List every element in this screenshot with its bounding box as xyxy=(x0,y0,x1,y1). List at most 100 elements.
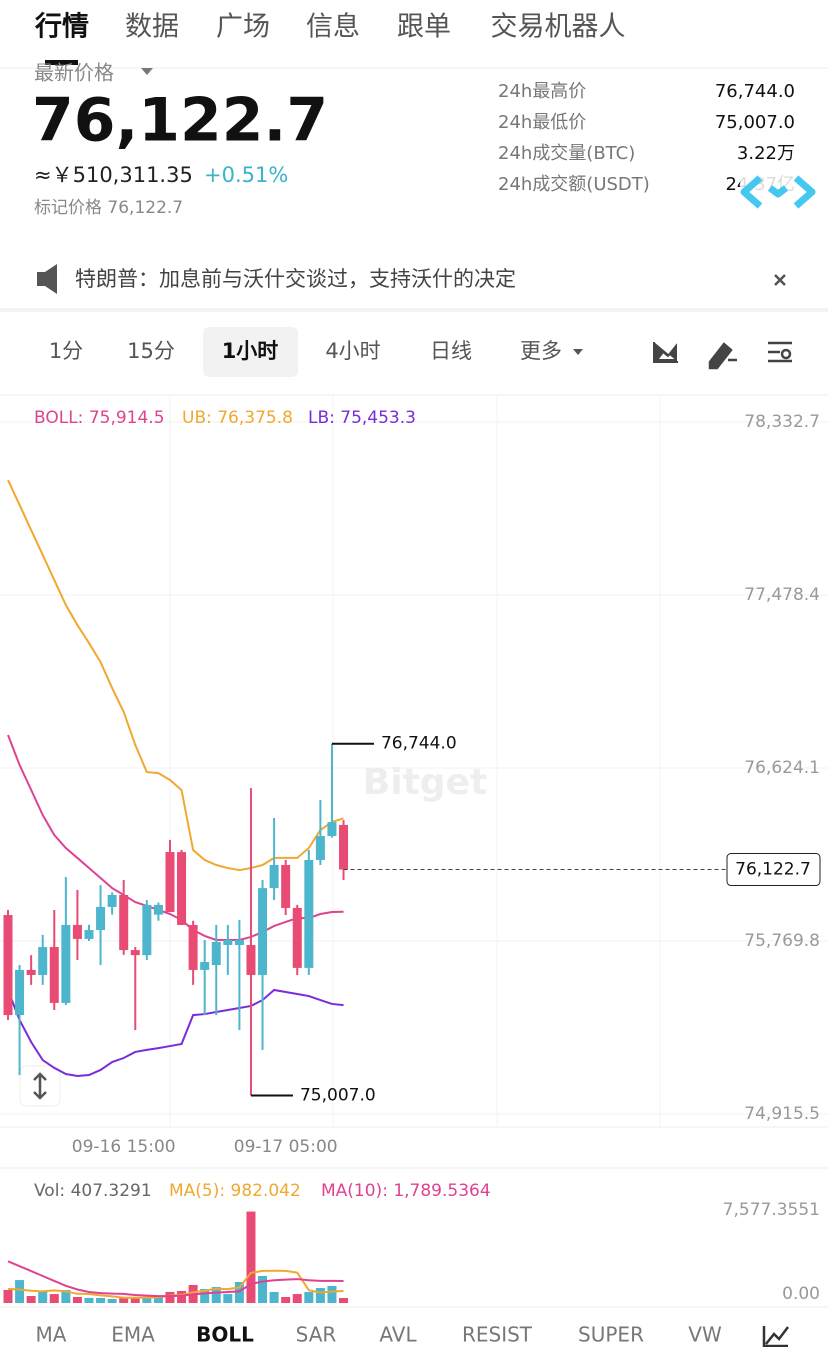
interval[interactable]: 更多 xyxy=(520,339,562,363)
candle-body xyxy=(327,822,337,837)
candle-body xyxy=(304,859,314,968)
stat-value: 3.22万 xyxy=(737,143,795,164)
indicator-tab[interactable]: SUPER xyxy=(578,1323,644,1347)
indicator-tab[interactable]: EMA xyxy=(111,1323,155,1347)
volume-ma-line xyxy=(7,1269,344,1299)
volume-bar xyxy=(327,1285,337,1303)
legend-entry: MA(10): 1,789.5364 xyxy=(321,1181,491,1201)
volume-bar xyxy=(61,1289,71,1303)
annotation-label: 75,007.0 xyxy=(300,1085,376,1105)
candle-body xyxy=(211,941,221,966)
stat-label: 24h成交额(USDT) xyxy=(498,174,650,195)
stat-label: 24h成交量(BTC) xyxy=(498,143,635,164)
volume-bar xyxy=(315,1288,325,1303)
stat-label: 24h最低价 xyxy=(498,112,586,133)
y-tick-label: 74,915.5 xyxy=(744,1104,820,1124)
last-price: 76,122.7 xyxy=(32,86,328,156)
candle-body xyxy=(107,894,117,907)
tab[interactable]: 行情 xyxy=(34,11,89,43)
interval[interactable]: 1分 xyxy=(49,339,83,363)
vertical-grid xyxy=(169,395,661,1127)
stat-value: 76,744.0 xyxy=(715,81,795,102)
mark-price: 标记价格 76,122.7 xyxy=(34,198,183,218)
tab[interactable]: 数据 xyxy=(125,12,179,43)
indicator-tab[interactable]: MA xyxy=(36,1323,67,1347)
news[interactable]: 特朗普：加息前与沃什交谈过，支持沃什的决定 xyxy=(75,267,516,291)
close-icon[interactable] xyxy=(774,274,786,286)
volume-bar xyxy=(72,1296,82,1303)
interval[interactable]: 4小时 xyxy=(325,339,380,363)
indicator-tab[interactable]: AVL xyxy=(379,1323,417,1347)
candle-body xyxy=(26,969,36,975)
legend-entry: BOLL: 75,914.5 xyxy=(34,408,165,428)
y-tick-label: 77,478.4 xyxy=(744,585,820,605)
volume-bar xyxy=(26,1296,36,1303)
last-price-box xyxy=(726,853,821,887)
tab-fade xyxy=(722,1310,828,1347)
volume-bar xyxy=(107,1298,117,1303)
y-tick-label: 0.00 xyxy=(782,1284,820,1304)
indicator-settings-icon[interactable] xyxy=(762,1326,789,1347)
candle-body xyxy=(49,947,59,1003)
volume-bar xyxy=(234,1282,244,1303)
interval[interactable]: 1小时 xyxy=(222,339,279,363)
interval-selected-bg xyxy=(203,327,298,377)
legend-entry: LB: 75,453.3 xyxy=(308,408,416,428)
settings-icon[interactable] xyxy=(768,341,792,363)
legend-entry: Vol: 407.3291 xyxy=(34,1181,152,1201)
tab[interactable]: 信息 xyxy=(306,12,360,43)
indicator-tab[interactable]: SAR xyxy=(296,1323,337,1347)
candle-body xyxy=(165,852,175,913)
volume-bar xyxy=(281,1296,291,1303)
candle-body xyxy=(177,852,187,925)
candle-body xyxy=(200,962,210,970)
volume-bar xyxy=(177,1290,187,1303)
y-tick-label: 76,624.1 xyxy=(744,758,820,778)
candle-body xyxy=(72,924,82,939)
scroll-button[interactable] xyxy=(19,1065,61,1107)
indicator-tab[interactable]: VW xyxy=(688,1323,722,1347)
legend-entry: UB: 76,375.8 xyxy=(182,408,293,428)
candle-body xyxy=(3,915,13,1016)
dropdown-icon[interactable] xyxy=(573,349,583,355)
volume-bar xyxy=(246,1211,256,1303)
draw-icon[interactable] xyxy=(708,342,737,370)
candle-body xyxy=(292,907,302,968)
interval[interactable]: 日线 xyxy=(430,339,472,363)
candle-body xyxy=(258,888,268,975)
y-tick-label: 75,769.8 xyxy=(744,931,820,951)
watermark: Bitget xyxy=(363,762,487,803)
candle-body xyxy=(223,939,233,946)
logo-mark xyxy=(740,175,816,209)
candle-body xyxy=(84,930,94,939)
interval[interactable]: 15分 xyxy=(127,339,175,363)
candle-body xyxy=(234,939,244,946)
speaker-icon xyxy=(37,264,57,294)
candle-body xyxy=(315,836,325,860)
volume-bar xyxy=(96,1297,106,1303)
volume-bar xyxy=(38,1291,48,1303)
bollinger-line xyxy=(7,479,344,872)
candle-body xyxy=(96,906,106,931)
bollinger-line xyxy=(7,734,344,941)
tab[interactable]: 跟单 xyxy=(397,12,451,43)
candle-body xyxy=(269,865,279,889)
volume-ma-line xyxy=(7,1260,344,1298)
floating-logo[interactable] xyxy=(740,174,816,210)
x-tick-label: 09-17 05:00 xyxy=(234,1137,338,1157)
x-tick-label: 09-16 15:00 xyxy=(72,1137,176,1157)
candle-body xyxy=(188,924,198,970)
dropdown-icon[interactable] xyxy=(141,68,153,75)
cny-price: ≈￥510,311.35 xyxy=(34,163,193,187)
annotation-label: 76,744.0 xyxy=(381,734,457,754)
chart-type-icon[interactable] xyxy=(653,342,678,363)
indicator-tab[interactable]: RESIST xyxy=(462,1323,533,1347)
candle-body xyxy=(130,950,140,956)
volume-bar xyxy=(119,1296,129,1303)
volume-bar xyxy=(49,1294,59,1303)
tab[interactable]: 交易机器人 xyxy=(491,12,626,43)
indicator-tab[interactable]: BOLL xyxy=(196,1323,254,1347)
tab[interactable]: 广场 xyxy=(216,12,270,43)
